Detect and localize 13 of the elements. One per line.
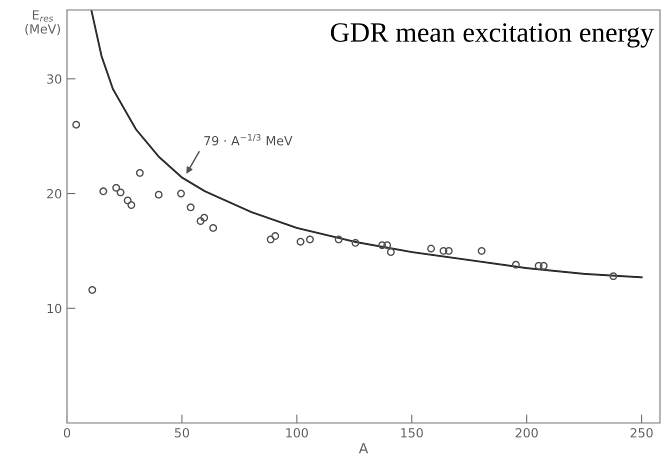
chart-title: GDR mean excitation energy (330, 23, 654, 48)
x-tick-label: 150 (401, 428, 423, 438)
annotation: 79 · A$^{−1/3}$ MeV (204, 134, 292, 146)
x-tick-label: 100 (286, 428, 308, 438)
y-axis-title: E$_{res}$ (MeV) (25, 10, 60, 36)
x-axis-title: A (358, 443, 368, 454)
y-tick-label: 20 (47, 189, 62, 198)
y-tick-label: 30 (47, 74, 62, 84)
y-tick-label: 10 (48, 304, 62, 314)
x-tick-label: 250 (630, 428, 653, 438)
x-tick-label: 0 (64, 428, 70, 438)
x-tick-label: 50 (174, 428, 190, 438)
x-tick-label: 200 (516, 428, 538, 438)
